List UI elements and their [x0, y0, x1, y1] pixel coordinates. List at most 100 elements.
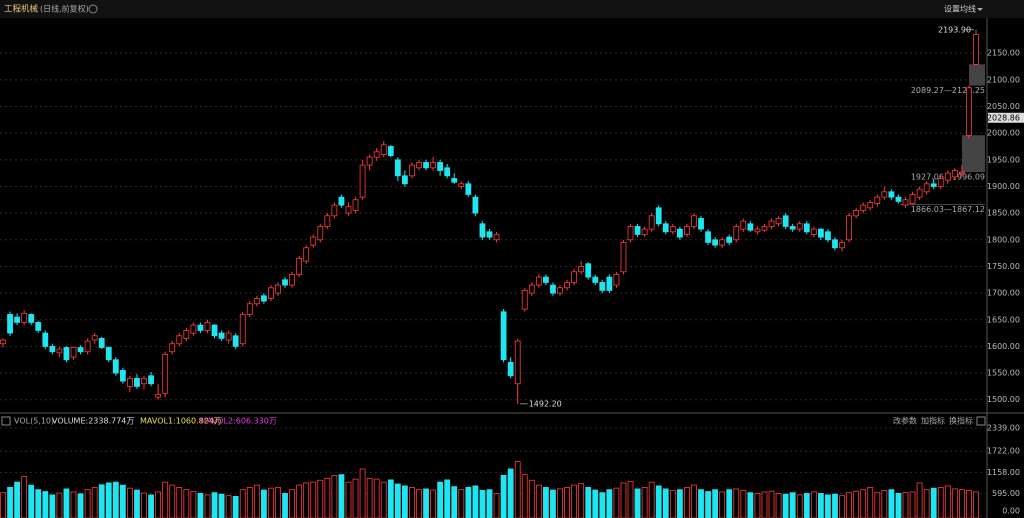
volume-bar	[155, 491, 162, 518]
y-tick-label: 1950.00	[987, 155, 1020, 164]
candle-body	[507, 362, 514, 377]
vol-indicator: VOL(5,10)	[14, 417, 54, 426]
candle-body	[401, 175, 408, 185]
volume-bar	[627, 480, 634, 518]
y-tick-label: 1650.00	[987, 315, 1020, 324]
volume-bar	[888, 489, 895, 518]
candle-body	[28, 314, 35, 323]
volume-bar	[14, 481, 21, 518]
volume-bar	[303, 482, 310, 518]
volume-bar	[260, 489, 267, 518]
volume-bar	[148, 494, 154, 518]
candle-body	[627, 226, 634, 241]
candle-body	[289, 274, 295, 286]
candle-body	[296, 258, 303, 275]
volume-bar	[691, 484, 697, 518]
volume-bar	[134, 489, 140, 518]
candle-body	[712, 239, 719, 246]
candle-body	[726, 236, 733, 243]
candle-body	[190, 324, 197, 334]
volume-bar	[500, 474, 507, 518]
y-tick-label: 1700.00	[987, 289, 1020, 298]
candle-body	[275, 284, 281, 294]
gap-box	[900, 204, 985, 206]
volume-bar	[282, 493, 288, 518]
button[interactable]: 换指标	[949, 416, 973, 426]
volume-bar	[380, 481, 387, 518]
y-tick-label: 1550.00	[987, 369, 1020, 378]
candle-body	[282, 279, 288, 286]
y-tick-label: 2000.00	[987, 129, 1020, 138]
volume-bar	[846, 492, 852, 518]
volume-bar	[70, 491, 77, 518]
candle-body	[472, 196, 479, 214]
volume-bar	[451, 486, 458, 518]
candle-body	[810, 228, 817, 235]
ma-setting[interactable]: 设置均线	[944, 4, 976, 14]
settings-icon[interactable]	[88, 4, 98, 14]
volume-bar	[606, 489, 613, 518]
candle-body	[634, 226, 641, 235]
volume-bar	[825, 494, 831, 518]
volume-bar	[232, 496, 239, 518]
candle-body	[451, 178, 458, 183]
volume-bar	[951, 488, 958, 518]
volume-bar	[458, 489, 465, 518]
candle-body	[260, 295, 267, 302]
volume-bar	[493, 493, 500, 518]
candle-body	[49, 346, 56, 353]
volume-bar	[712, 489, 719, 518]
volume-bar	[676, 489, 683, 518]
candle-body	[944, 172, 951, 181]
candle-body	[359, 164, 366, 198]
help-icon[interactable]	[1, 416, 11, 426]
candle-body	[916, 188, 923, 198]
volume-bar	[268, 487, 274, 518]
candle-body	[684, 226, 690, 235]
volume-bar	[35, 489, 42, 518]
close-icon[interactable]	[976, 416, 986, 426]
volume-bar	[211, 492, 218, 518]
candle-body	[606, 276, 613, 291]
volume-bar	[789, 492, 796, 518]
volume-bar	[387, 479, 394, 518]
volume-bar	[275, 487, 281, 518]
candle-body	[204, 322, 211, 331]
candle-body	[874, 196, 881, 204]
candle-body	[761, 226, 768, 231]
volume-bar	[754, 493, 761, 518]
candle-body	[902, 199, 909, 206]
volume-bar	[77, 493, 84, 518]
volume-bar	[84, 489, 91, 518]
candle-body	[839, 242, 845, 249]
volume-bar	[592, 489, 599, 518]
header-bar	[0, 0, 1024, 18]
candle-body	[162, 354, 169, 394]
candle-body	[782, 215, 789, 227]
candle-body	[698, 218, 704, 230]
volume-bar	[310, 481, 317, 518]
volume-bar	[740, 490, 747, 518]
candle-body	[966, 87, 972, 136]
candle-body	[479, 223, 486, 238]
volume-bar	[409, 487, 415, 518]
volume-bar	[930, 487, 937, 518]
candle-body	[846, 215, 852, 241]
volume-bar	[909, 491, 916, 518]
candle-body	[394, 159, 401, 177]
candle-body	[557, 287, 563, 294]
y-tick-label: 1850.00	[987, 209, 1020, 218]
volume-bar	[803, 493, 810, 518]
candle-body	[303, 247, 310, 262]
candle-body	[253, 298, 260, 305]
volume-bar	[401, 485, 408, 518]
button[interactable]: 加指标	[921, 416, 945, 426]
volume-bar	[225, 495, 232, 518]
candle-body	[84, 340, 91, 353]
candle-body	[268, 287, 274, 299]
button[interactable]: 改参数	[893, 416, 917, 426]
volume-bar	[218, 493, 225, 518]
candle-body	[56, 348, 63, 354]
candle-body	[352, 199, 359, 211]
